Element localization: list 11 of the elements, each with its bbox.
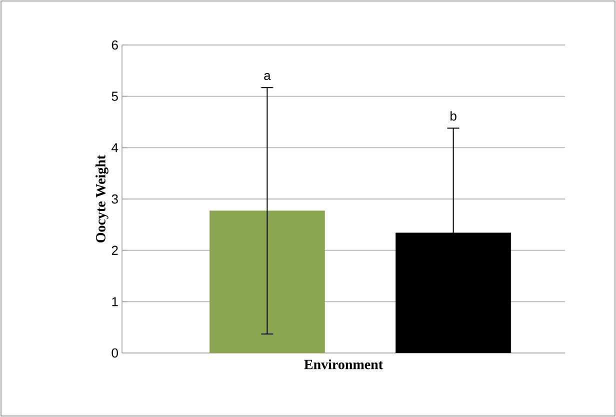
y-tick-label: 1 <box>112 297 118 306</box>
x-axis-title: Environment <box>304 359 383 370</box>
y-axis-title: Oocyte Weight <box>96 154 108 242</box>
y-tick-label: 5 <box>112 92 118 101</box>
annotation: a <box>264 72 271 80</box>
y-tick-label: 6 <box>112 40 118 50</box>
annotation: b <box>450 111 456 121</box>
y-tick-label: 0 <box>112 348 118 358</box>
y-tick-label: 2 <box>112 246 118 255</box>
y-tick-label: 4 <box>112 143 118 152</box>
y-tick-label: 3 <box>112 194 118 204</box>
